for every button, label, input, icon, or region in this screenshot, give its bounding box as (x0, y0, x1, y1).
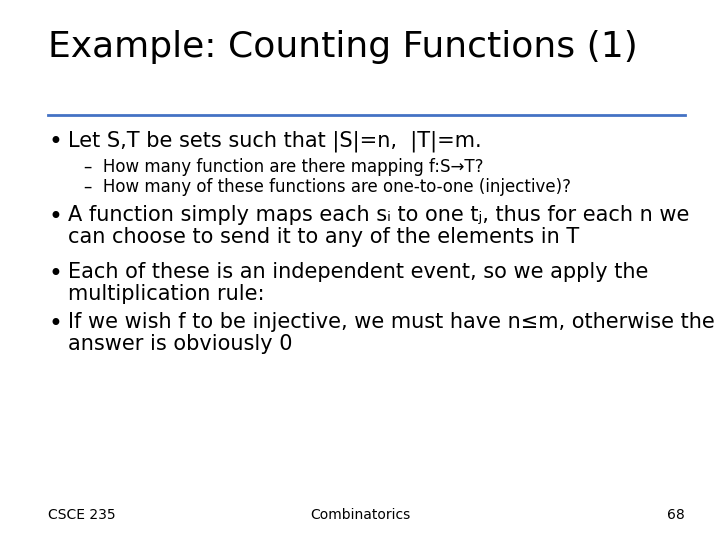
Text: Example: Counting Functions (1): Example: Counting Functions (1) (48, 30, 638, 64)
Text: –  How many function are there mapping f:S→T?: – How many function are there mapping f:… (84, 158, 484, 176)
Text: answer is obviously 0: answer is obviously 0 (68, 334, 292, 354)
Text: Combinatorics: Combinatorics (310, 508, 410, 522)
Text: 68: 68 (667, 508, 685, 522)
Text: A function simply maps each sᵢ to one tⱼ, thus for each n we: A function simply maps each sᵢ to one tⱼ… (68, 205, 689, 225)
Text: Let S,T be sets such that |S|=n,  |T|=m.: Let S,T be sets such that |S|=n, |T|=m. (68, 130, 482, 152)
Text: CSCE 235: CSCE 235 (48, 508, 116, 522)
Text: Each of these is an independent event, so we apply the: Each of these is an independent event, s… (68, 262, 649, 282)
Text: •: • (48, 312, 62, 336)
Text: If we wish f to be injective, we must have n≤m, otherwise the: If we wish f to be injective, we must ha… (68, 312, 715, 332)
Text: •: • (48, 262, 62, 286)
Text: •: • (48, 130, 62, 154)
Text: •: • (48, 205, 62, 229)
Text: multiplication rule:: multiplication rule: (68, 284, 264, 304)
Text: –  How many of these functions are one-to-one (injective)?: – How many of these functions are one-to… (84, 178, 571, 196)
Text: can choose to send it to any of the elements in T: can choose to send it to any of the elem… (68, 227, 580, 247)
